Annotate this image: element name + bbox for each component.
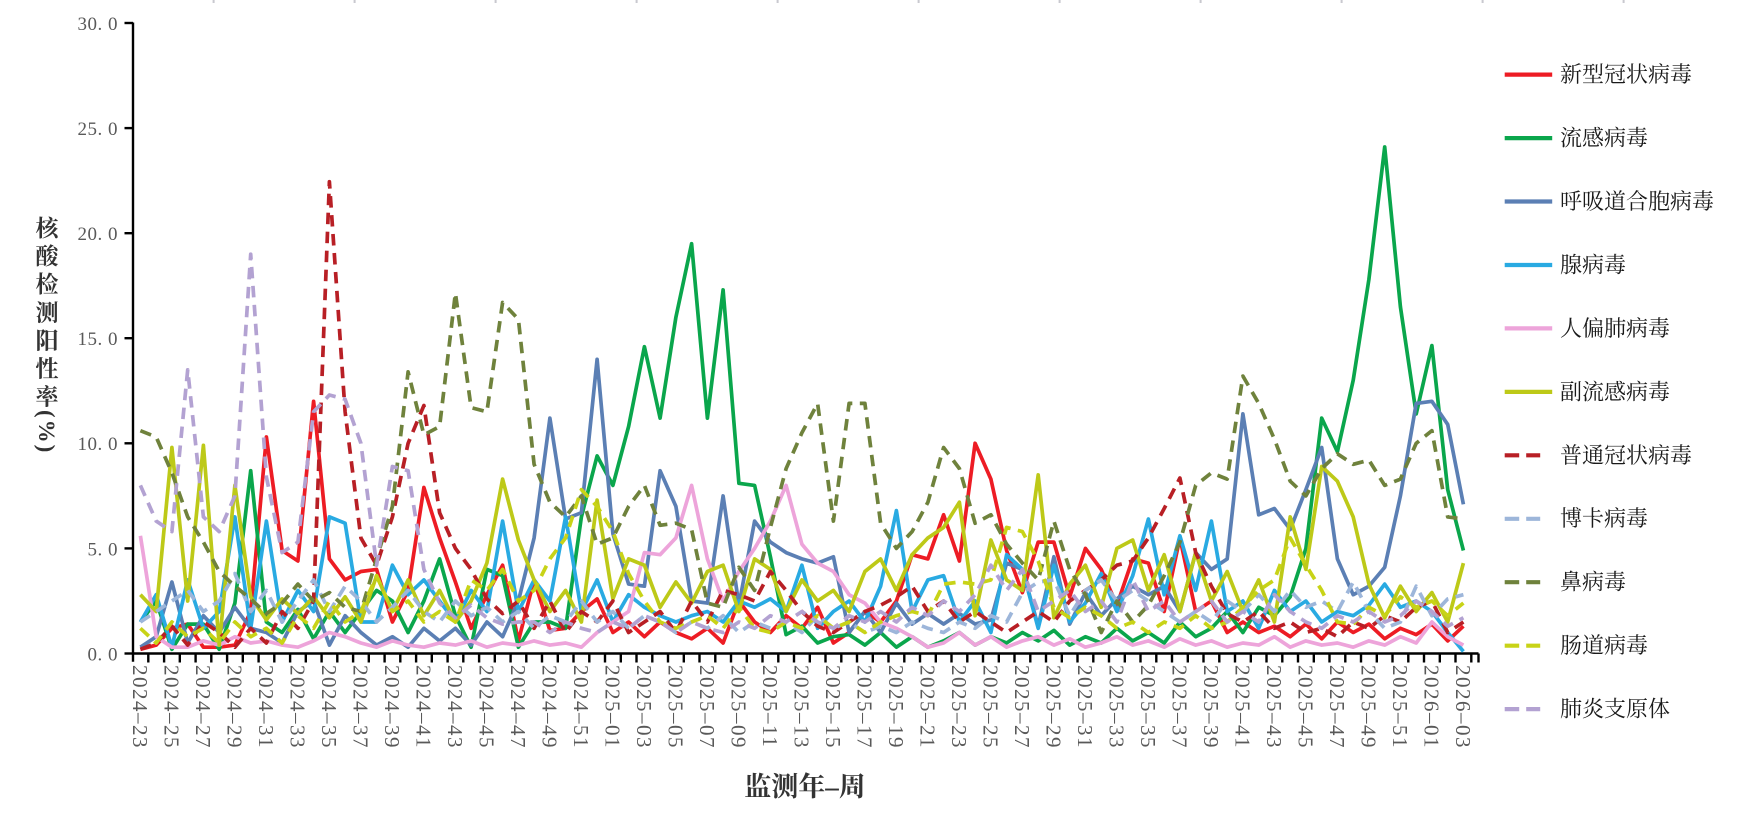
svg-text:测: 测 bbox=[36, 300, 59, 325]
svg-text:性: 性 bbox=[36, 357, 59, 382]
svg-text:2024–49: 2024–49 bbox=[538, 665, 562, 749]
svg-text:2025–29: 2025–29 bbox=[1042, 665, 1066, 749]
svg-text:监测年–周: 监测年–周 bbox=[744, 772, 866, 802]
svg-text:2025–35: 2025–35 bbox=[1136, 665, 1160, 749]
svg-text:副流感病毒: 副流感病毒 bbox=[1560, 379, 1670, 404]
svg-text:2024–47: 2024–47 bbox=[506, 665, 530, 749]
svg-text:15. 0: 15. 0 bbox=[78, 329, 119, 350]
svg-text:流感病毒: 流感病毒 bbox=[1560, 126, 1648, 151]
svg-text:2024–25: 2024–25 bbox=[160, 665, 184, 749]
svg-text:2024–23: 2024–23 bbox=[128, 665, 152, 749]
svg-text:2025–27: 2025–27 bbox=[1010, 665, 1034, 749]
svg-text:2025–21: 2025–21 bbox=[916, 665, 940, 749]
svg-text:新型冠状病毒: 新型冠状病毒 bbox=[1560, 62, 1692, 87]
svg-text:检: 检 bbox=[36, 272, 59, 297]
svg-text:2025–39: 2025–39 bbox=[1199, 665, 1223, 749]
svg-text:2025–31: 2025–31 bbox=[1073, 665, 1097, 749]
svg-text:2025–33: 2025–33 bbox=[1105, 665, 1129, 749]
svg-text:2024–31: 2024–31 bbox=[254, 665, 278, 749]
svg-text:2026–01: 2026–01 bbox=[1420, 665, 1444, 749]
svg-text:2024–33: 2024–33 bbox=[286, 665, 310, 749]
svg-text:2025–49: 2025–49 bbox=[1357, 665, 1381, 749]
svg-text:普通冠状病毒: 普通冠状病毒 bbox=[1560, 443, 1692, 468]
svg-text:30. 0: 30. 0 bbox=[78, 14, 119, 35]
svg-text:博卡病毒: 博卡病毒 bbox=[1560, 506, 1648, 531]
svg-text:2025–37: 2025–37 bbox=[1168, 665, 1192, 749]
svg-text:人偏肺病毒: 人偏肺病毒 bbox=[1560, 316, 1670, 341]
svg-text:2024–39: 2024–39 bbox=[380, 665, 404, 749]
svg-text:(%): (%) bbox=[34, 410, 59, 454]
svg-text:5. 0: 5. 0 bbox=[88, 539, 119, 560]
svg-text:2025–19: 2025–19 bbox=[884, 665, 908, 749]
svg-text:2025–07: 2025–07 bbox=[695, 665, 719, 749]
svg-text:肠道病毒: 肠道病毒 bbox=[1560, 633, 1648, 658]
svg-text:2024–43: 2024–43 bbox=[443, 665, 467, 749]
svg-text:2025–15: 2025–15 bbox=[821, 665, 845, 749]
svg-text:0. 0: 0. 0 bbox=[88, 644, 119, 665]
svg-text:2025–51: 2025–51 bbox=[1388, 665, 1412, 749]
svg-text:2025–03: 2025–03 bbox=[632, 665, 656, 749]
svg-text:2025–01: 2025–01 bbox=[601, 665, 625, 749]
svg-text:阳: 阳 bbox=[36, 328, 59, 353]
svg-text:2025–47: 2025–47 bbox=[1325, 665, 1349, 749]
svg-text:2024–27: 2024–27 bbox=[191, 665, 215, 749]
svg-text:2024–37: 2024–37 bbox=[349, 665, 373, 749]
svg-text:2025–11: 2025–11 bbox=[758, 665, 782, 748]
svg-text:2025–45: 2025–45 bbox=[1294, 665, 1318, 749]
svg-text:2024–29: 2024–29 bbox=[223, 665, 247, 749]
svg-text:呼吸道合胞病毒: 呼吸道合胞病毒 bbox=[1560, 189, 1714, 214]
svg-text:2024–45: 2024–45 bbox=[475, 665, 499, 749]
svg-text:2025–05: 2025–05 bbox=[664, 665, 688, 749]
svg-text:腺病毒: 腺病毒 bbox=[1560, 253, 1626, 278]
svg-text:2025–43: 2025–43 bbox=[1262, 665, 1286, 749]
svg-text:2025–25: 2025–25 bbox=[979, 665, 1003, 749]
svg-text:2026–03: 2026–03 bbox=[1451, 665, 1475, 749]
svg-text:2024–51: 2024–51 bbox=[569, 665, 593, 749]
svg-text:2025–41: 2025–41 bbox=[1231, 665, 1255, 749]
svg-text:核: 核 bbox=[36, 216, 61, 241]
svg-text:10. 0: 10. 0 bbox=[78, 434, 119, 455]
svg-text:率: 率 bbox=[36, 385, 60, 410]
svg-text:2025–17: 2025–17 bbox=[853, 665, 877, 749]
svg-text:酸: 酸 bbox=[36, 244, 61, 269]
svg-text:2025–09: 2025–09 bbox=[727, 665, 751, 749]
svg-text:2025–23: 2025–23 bbox=[947, 665, 971, 749]
svg-text:25. 0: 25. 0 bbox=[78, 119, 119, 140]
svg-text:20. 0: 20. 0 bbox=[78, 224, 119, 245]
svg-text:肺炎支原体: 肺炎支原体 bbox=[1560, 697, 1670, 722]
svg-text:2025–13: 2025–13 bbox=[790, 665, 814, 749]
svg-text:鼻病毒: 鼻病毒 bbox=[1560, 570, 1626, 595]
svg-text:2024–41: 2024–41 bbox=[412, 665, 436, 749]
svg-text:2024–35: 2024–35 bbox=[317, 665, 341, 749]
